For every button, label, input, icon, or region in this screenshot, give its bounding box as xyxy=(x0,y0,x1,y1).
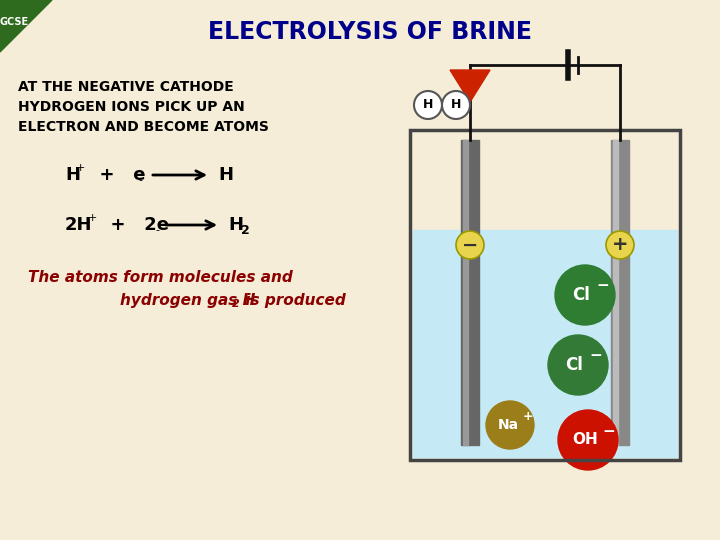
Circle shape xyxy=(456,231,484,259)
Text: −: − xyxy=(462,235,478,254)
Text: hydrogen gas H: hydrogen gas H xyxy=(120,293,256,307)
Bar xyxy=(463,140,468,445)
Circle shape xyxy=(606,231,634,259)
Text: 2: 2 xyxy=(241,225,250,238)
Text: HYDROGEN IONS PICK UP AN: HYDROGEN IONS PICK UP AN xyxy=(18,100,245,114)
Text: -: - xyxy=(155,225,159,235)
Bar xyxy=(413,230,677,457)
Text: +   2e: + 2e xyxy=(98,216,169,234)
Text: −: − xyxy=(597,279,609,294)
Text: +: + xyxy=(612,235,629,254)
Text: +: + xyxy=(88,213,97,223)
Text: is produced: is produced xyxy=(240,293,346,307)
Text: ELECTROLYSIS OF BRINE: ELECTROLYSIS OF BRINE xyxy=(208,20,532,44)
Polygon shape xyxy=(0,0,52,52)
Circle shape xyxy=(486,401,534,449)
Bar xyxy=(410,130,680,460)
Text: +: + xyxy=(523,409,534,422)
Text: OH: OH xyxy=(572,433,598,448)
Circle shape xyxy=(442,91,470,119)
Text: H: H xyxy=(218,166,233,184)
Text: −: − xyxy=(590,348,603,363)
Text: H: H xyxy=(423,98,433,111)
Text: Cl: Cl xyxy=(572,286,590,304)
Text: H: H xyxy=(451,98,462,111)
Text: Na: Na xyxy=(498,418,518,432)
Text: ELECTRON AND BECOME ATOMS: ELECTRON AND BECOME ATOMS xyxy=(18,120,269,134)
Bar xyxy=(611,140,629,445)
Text: H: H xyxy=(65,166,80,184)
Text: Cl: Cl xyxy=(565,356,583,374)
Circle shape xyxy=(555,265,615,325)
Text: +   e: + e xyxy=(87,166,145,184)
Bar xyxy=(613,140,618,445)
Text: +: + xyxy=(76,163,86,173)
Text: AT THE NEGATIVE CATHODE: AT THE NEGATIVE CATHODE xyxy=(18,80,234,94)
Text: GCSE: GCSE xyxy=(0,17,29,27)
Polygon shape xyxy=(450,70,490,102)
Text: H: H xyxy=(228,216,243,234)
Text: The atoms form molecules and: The atoms form molecules and xyxy=(27,271,292,286)
Text: 2: 2 xyxy=(232,299,240,309)
Circle shape xyxy=(558,410,618,470)
Text: 2H: 2H xyxy=(65,216,92,234)
Bar xyxy=(461,140,479,445)
Circle shape xyxy=(414,91,442,119)
Circle shape xyxy=(548,335,608,395)
Text: -: - xyxy=(138,175,142,185)
Text: −: − xyxy=(603,423,616,438)
